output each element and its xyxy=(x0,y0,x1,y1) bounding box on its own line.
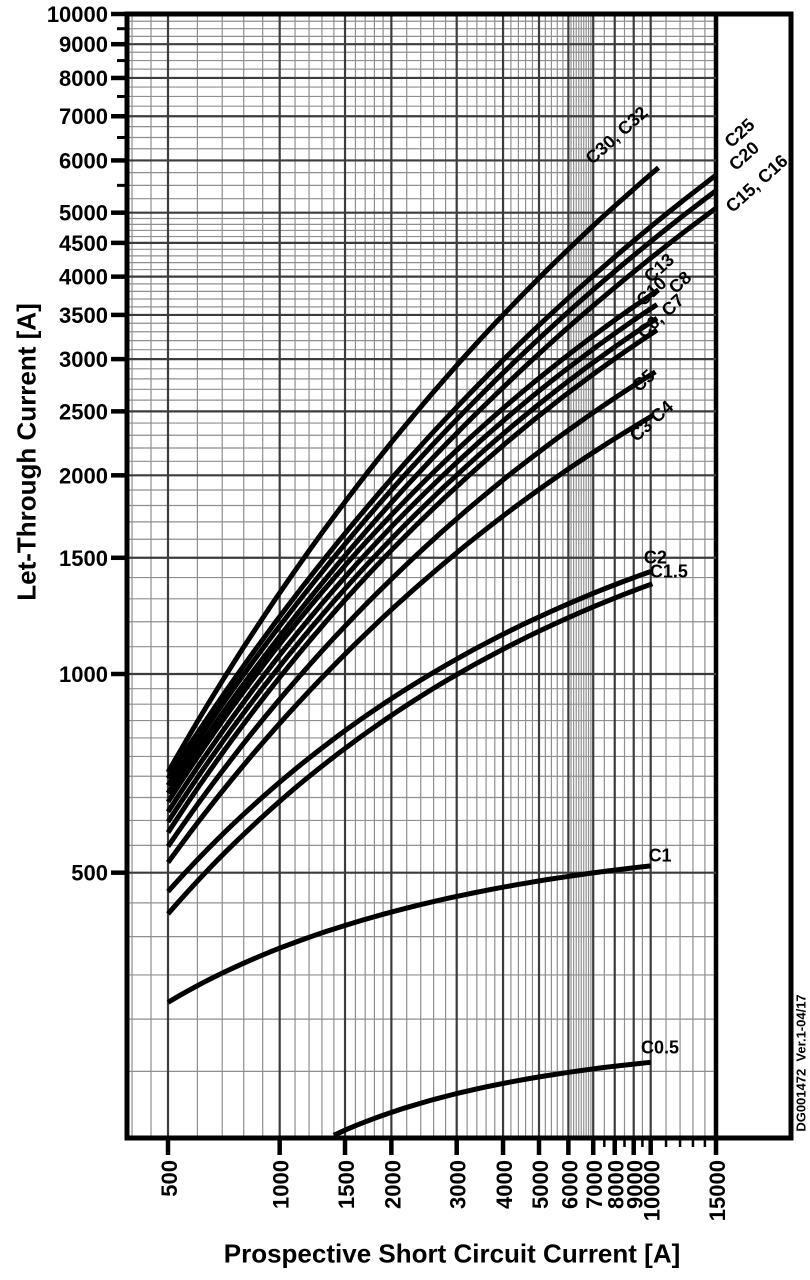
x-tick-label: 10000 xyxy=(640,1160,665,1221)
x-tick-label: 500 xyxy=(157,1160,182,1197)
curve-c25 xyxy=(165,173,718,780)
curve-c15-c16 xyxy=(165,206,718,795)
y-tick-label: 4000 xyxy=(59,265,108,290)
y-tick-label: 2000 xyxy=(59,463,108,488)
y-tick-label: 500 xyxy=(71,861,108,886)
curve-c3-c4 xyxy=(165,412,656,864)
curve-c30-c32 xyxy=(165,165,661,774)
x-tick-label: 9000 xyxy=(623,1160,648,1209)
y-tick-label: 8000 xyxy=(59,66,108,91)
x-tick-label: 7000 xyxy=(582,1160,607,1209)
curve-c2 xyxy=(166,569,652,894)
curve-c10 xyxy=(165,302,659,814)
x-tick-label: 1000 xyxy=(269,1160,294,1209)
document-code: DG001472 Ver.1-04/17 xyxy=(793,994,809,1132)
curve-c8 xyxy=(165,316,659,824)
y-tick-label: 10000 xyxy=(47,2,108,27)
x-tick-label: 2000 xyxy=(380,1160,405,1209)
curve-c1.5 xyxy=(166,581,654,916)
y-tick-label: 1500 xyxy=(59,546,108,571)
y-tick-label: 3000 xyxy=(59,347,108,372)
y-tick-label: 5000 xyxy=(59,201,108,226)
curve-c1 xyxy=(166,863,651,1005)
curve-c13 xyxy=(165,287,660,804)
x-tick-label: 5000 xyxy=(528,1160,553,1209)
x-tick-label: 8000 xyxy=(604,1160,629,1209)
curve-c6-c7 xyxy=(165,327,659,834)
curve-c20 xyxy=(165,188,718,787)
x-tick-label: 1500 xyxy=(334,1160,359,1209)
x-tick-label: 15000 xyxy=(705,1160,730,1221)
y-tick-label: 3500 xyxy=(59,303,108,328)
y-tick-label: 9000 xyxy=(59,32,108,57)
y-tick-label: 1000 xyxy=(59,662,108,687)
curve-label-c1: C1 xyxy=(649,845,672,865)
curve-c0.5 xyxy=(332,1059,651,1138)
y-tick-label: 6000 xyxy=(59,148,108,173)
x-tick-label: 6000 xyxy=(557,1160,582,1209)
x-tick-label: 3000 xyxy=(446,1160,471,1209)
curve-label-c0.5: C0.5 xyxy=(641,1038,679,1058)
plot-frame xyxy=(124,11,794,1141)
y-tick-label: 2500 xyxy=(59,399,108,424)
curve-label-c1.5: C1.5 xyxy=(650,562,688,582)
curve-c5 xyxy=(165,369,657,848)
curve-label-c2: C2 xyxy=(644,548,667,568)
y-tick-label: 7000 xyxy=(59,104,108,129)
x-tick-label: 4000 xyxy=(492,1160,517,1209)
x-axis-title: Prospective Short Circuit Current [A] xyxy=(223,1238,681,1269)
y-tick-label: 4500 xyxy=(59,231,108,256)
